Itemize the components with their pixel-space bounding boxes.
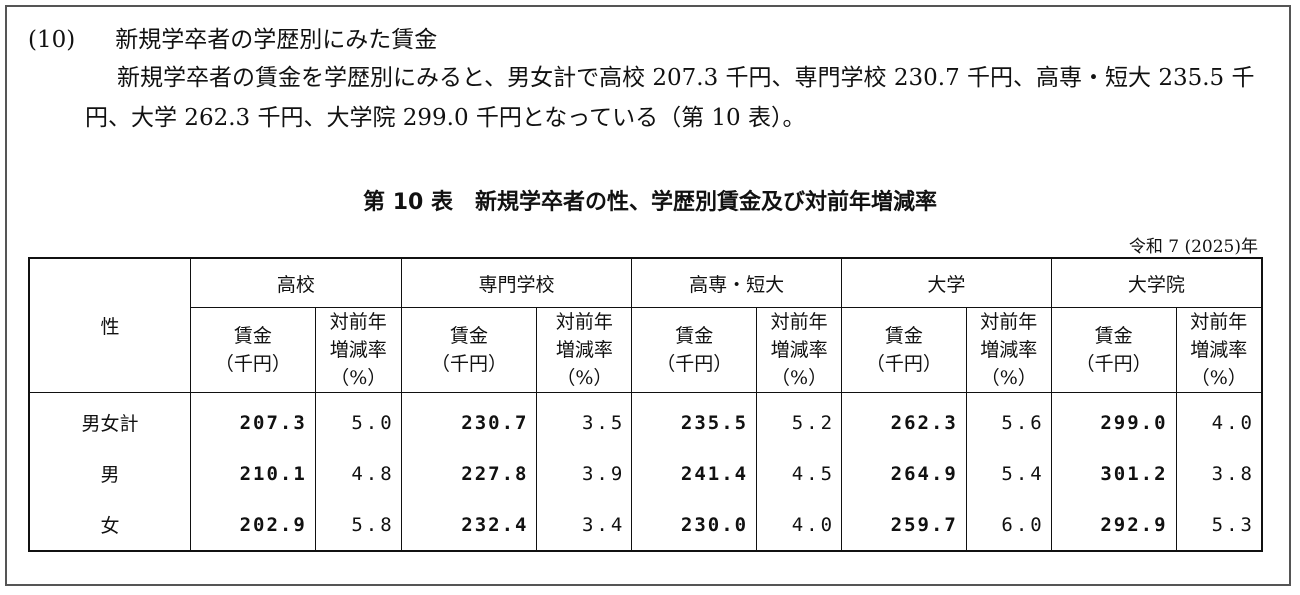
wage-cell: 235.5 — [631, 392, 757, 448]
change-cell: 3.9 — [536, 448, 632, 499]
change-cell: 3.5 — [536, 392, 632, 448]
change-cell: 3.4 — [536, 499, 632, 551]
group-header: 専門学校 — [400, 258, 632, 308]
corner-header: 性 — [29, 258, 191, 393]
row-label: 男女計 — [81, 413, 139, 435]
frame — [5, 5, 1291, 586]
wage-header: 賃金 （千円） — [400, 307, 537, 393]
header-row: 性高校 専門学校 高専・短大 大学 大学院 — [29, 258, 1262, 393]
change-cell: 4.8 — [314, 448, 402, 499]
row-label: 女 — [100, 515, 120, 537]
data-row: 男 210.1 4.8 227.8 3.9 241.4 4.5 264.9 5.4 301.2 3.… — [29, 448, 1262, 499]
change-cell: 4.5 — [756, 448, 842, 499]
section-heading: (10) 新規学卒者の学歴別にみた賃金 — [28, 20, 477, 54]
change-cell: 4.0 — [756, 499, 842, 551]
wage-header: 賃金 （千円） — [631, 307, 757, 393]
wage-header: 賃金 （千円） — [841, 307, 967, 393]
wage-cell: 230.0 — [631, 499, 757, 551]
wage-cell: 232.4 — [400, 499, 537, 551]
group-header: 高専・短大 — [631, 258, 842, 308]
wage-cell: 210.1 — [189, 448, 316, 499]
wage-cell: 227.8 — [400, 448, 537, 499]
section-number: (10) — [28, 27, 76, 53]
change-cell: 5.2 — [756, 392, 842, 448]
change-cell: 3.8 — [1175, 448, 1262, 499]
wage-header: 賃金 （千円） — [189, 307, 316, 393]
data-row: 女 202.9 5.8 232.4 3.4 230.0 4.0 259.7 6.0 292.9 5.… — [29, 499, 1262, 551]
group-header: 高校 — [189, 258, 402, 308]
paragraph: 新規学卒者の賃金を学歴別にみると、男女計で高校 207.3 千円、専門学校 23… — [85, 65, 1255, 131]
wage-cell: 259.7 — [841, 499, 967, 551]
change-header: 対前年 増減率 （%） — [756, 307, 842, 393]
group-header: 大学 — [841, 258, 1052, 308]
change-cell: 5.3 — [1175, 499, 1262, 551]
wage-cell: 262.3 — [841, 392, 967, 448]
section-title: 新規学卒者の学歴別にみた賃金 — [115, 27, 438, 53]
wage-cell: 230.7 — [400, 392, 537, 448]
wage-cell: 202.9 — [189, 499, 316, 551]
change-header: 対前年 増減率 （%） — [314, 307, 402, 393]
subheader-row: 賃金 （千円） 対前年 増減率 （%） 賃金 （千円） 対前年 増減率 （%） 賃金 （… — [29, 307, 1262, 393]
wage-cell: 207.3 — [189, 392, 316, 448]
wage-cell: 299.0 — [1050, 392, 1177, 448]
wage-cell: 241.4 — [631, 448, 757, 499]
row-label: 男 — [100, 464, 120, 486]
change-header: 対前年 増減率 （%） — [1175, 307, 1262, 393]
wage-table: 性高校 専門学校 高専・短大 大学 大学院 賃金 （千円） 対前年 増減率 （%） 賃金 （千… — [28, 257, 1263, 552]
group-header: 大学院 — [1050, 258, 1262, 308]
wage-cell: 292.9 — [1050, 499, 1177, 551]
change-header: 対前年 増減率 （%） — [536, 307, 632, 393]
table-note: 令和 7 (2025)年 — [1128, 237, 1258, 257]
change-cell: 4.0 — [1175, 392, 1262, 448]
data-row: 男女計 207.3 5.0 230.7 3.5 235.5 5.2 262.3 5.6 299.0… — [29, 392, 1262, 448]
change-cell: 5.6 — [965, 392, 1052, 448]
change-cell: 6.0 — [965, 499, 1052, 551]
change-cell: 5.0 — [314, 392, 402, 448]
change-cell: 5.8 — [314, 499, 402, 551]
change-header: 対前年 増減率 （%） — [965, 307, 1052, 393]
wage-header: 賃金 （千円） — [1050, 307, 1177, 393]
table-title: 第 10 表 新規学卒者の性、学歴別賃金及び対前年増減率 — [363, 190, 937, 215]
wage-cell: 264.9 — [841, 448, 967, 499]
change-cell: 5.4 — [965, 448, 1052, 499]
wage-cell: 301.2 — [1050, 448, 1177, 499]
